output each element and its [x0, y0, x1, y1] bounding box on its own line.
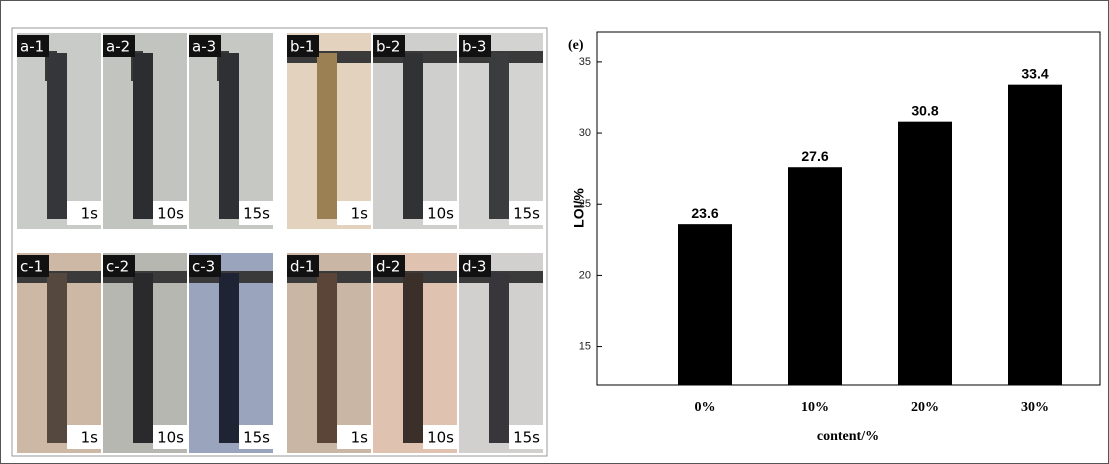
x-tick-label: 10% [801, 400, 829, 415]
figure: (e) content/% LOI/% a-11sa-210sa-315sb-1… [0, 0, 1109, 464]
sample-strip [219, 53, 239, 219]
y-tick-label: 30 [579, 127, 591, 139]
panel-label: d-1 [290, 258, 314, 276]
sample-strip [403, 53, 423, 219]
time-label: 10s [157, 429, 184, 447]
sample-strip [317, 273, 337, 443]
panel-label: a-1 [20, 38, 44, 56]
bar [1008, 85, 1062, 385]
value-label: 27.6 [801, 148, 828, 164]
sample-strip [47, 273, 67, 443]
time-label: 1s [351, 429, 369, 447]
value-label: 30.8 [911, 102, 938, 118]
panel-label: c-2 [106, 258, 129, 276]
y-tick-label: 20 [579, 269, 591, 281]
panel-label: d-2 [376, 258, 400, 276]
sample-strip [317, 53, 337, 219]
panel-label: c-3 [192, 258, 215, 276]
time-label: 10s [427, 429, 454, 447]
panel-label: a-2 [106, 38, 130, 56]
bar [678, 224, 732, 385]
panel-label: b-2 [376, 38, 400, 56]
time-label: 15s [243, 429, 270, 447]
time-label: 1s [81, 205, 99, 223]
y-tick-label: 15 [579, 340, 591, 352]
sample-strip [489, 53, 509, 219]
panel-label: c-1 [20, 258, 43, 276]
panel-annotation: (e) [568, 38, 584, 53]
sample-strip [133, 53, 153, 219]
sample-strip [47, 53, 67, 219]
panel-label: a-3 [192, 38, 216, 56]
panel-label: d-3 [462, 258, 486, 276]
time-label: 15s [513, 205, 540, 223]
x-tick-label: 30% [1021, 400, 1049, 415]
time-label: 1s [81, 429, 99, 447]
time-label: 10s [427, 205, 454, 223]
x-tick-label: 0% [695, 400, 716, 415]
y-tick-label: 35 [579, 56, 591, 68]
panel-label: b-3 [462, 38, 486, 56]
x-tick-label: 20% [911, 400, 939, 415]
time-label: 15s [243, 205, 270, 223]
bar [788, 167, 842, 385]
sample-strip [133, 273, 153, 443]
y-tick-label: 25 [579, 198, 591, 210]
time-label: 10s [157, 205, 184, 223]
bar [898, 122, 952, 385]
time-label: 15s [513, 429, 540, 447]
time-label: 1s [351, 205, 369, 223]
sample-strip [489, 273, 509, 443]
value-label: 33.4 [1021, 65, 1048, 81]
sample-strip [219, 273, 239, 443]
panel-label: b-1 [290, 38, 314, 56]
value-label: 23.6 [691, 205, 718, 221]
x-axis-label: content/% [817, 429, 879, 444]
sample-strip [403, 273, 423, 443]
page: {"photos": {"groups": [ {"panels": [{"la… [0, 0, 1109, 464]
